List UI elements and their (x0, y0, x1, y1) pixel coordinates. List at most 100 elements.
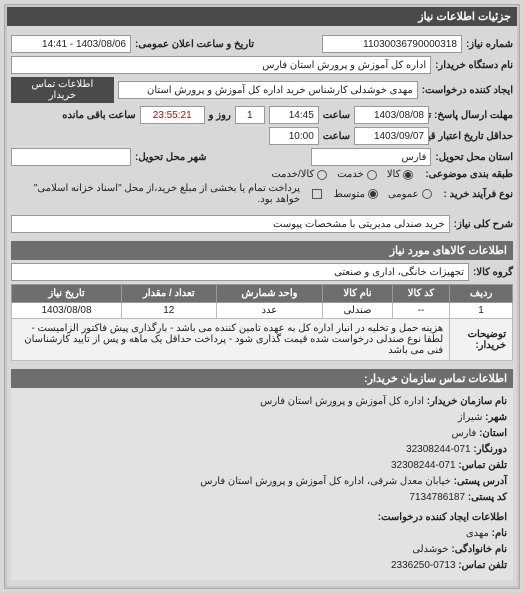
city-value (11, 148, 131, 166)
time-label-2: ساعت (323, 131, 350, 142)
notes-row: توضیحات خریدار: هزینه حمل و تخلیه در انب… (12, 319, 513, 361)
phone2-value: 0713-2336250 (391, 560, 456, 571)
cat-text-0: کالا (387, 169, 401, 180)
announce-label: تاریخ و ساعت اعلان عمومی: (135, 39, 254, 50)
phone2-label: تلفن تماس: (458, 560, 507, 571)
province-label: استان محل تحویل: (435, 152, 513, 163)
radio-icon (317, 170, 327, 180)
row-validity: حداقل تاریخ اعتبار قیمت: تا تاریخ: 1403/… (11, 127, 513, 145)
countdown-suffix: ساعت باقی مانده (62, 110, 135, 121)
process-note: پرداخت تمام یا بخشی از مبلغ خرید،از محل … (11, 183, 300, 205)
address-label: آدرس پستی: (454, 476, 507, 487)
address-value: خیابان معدل شرقی، اداره کل آموزش و پرورش… (200, 476, 451, 487)
buyer-label: نام دستگاه خریدار: (435, 60, 513, 71)
requester-value: مهدی خوشدلی کارشناس خرید اداره کل آموزش … (118, 81, 418, 99)
radio-icon (368, 189, 378, 199)
announce-value: 1403/08/06 - 14:41 (11, 35, 131, 53)
name-label: نام: (492, 528, 507, 539)
th-qty: تعداد / مقدار (122, 285, 216, 303)
cell-row: 1 (450, 303, 513, 319)
row-deadline: مهلت ارسال پاسخ: تا تاریخ: 1403/08/08 سا… (11, 106, 513, 124)
phone-label: تلفن تماس: (458, 460, 507, 471)
radio-icon (422, 189, 432, 199)
cat-text-2: کالا/خدمت (271, 169, 314, 180)
contact-button[interactable]: اطلاعات تماس خریدار (11, 77, 114, 103)
time-label-1: ساعت (323, 110, 350, 121)
process-label: نوع فرآیند خرید : (444, 189, 513, 200)
process-radio-group: عمومی متوسط (334, 189, 432, 200)
deadline-label: مهلت ارسال پاسخ: تا تاریخ: (433, 110, 513, 121)
c-province-value: فارس (451, 428, 476, 439)
window-title: جزئیات اطلاعات نیاز (7, 7, 517, 26)
postal-label: کد پستی: (468, 492, 507, 503)
table-row[interactable]: 1 -- صندلی عدد 12 1403/08/08 (12, 303, 513, 319)
notes-label-cell: توضیحات خریدار: (450, 319, 513, 361)
deadline-date: 1403/08/08 (354, 106, 429, 124)
treasury-checkbox[interactable] (312, 189, 321, 199)
valid-label: حداقل تاریخ اعتبار قیمت: تا تاریخ: (433, 131, 513, 142)
city-label: شهر محل تحویل: (135, 152, 207, 163)
process-option-0[interactable]: عمومی (388, 189, 432, 200)
radio-icon (403, 170, 413, 180)
row-buyer: نام دستگاه خریدار: اداره کل آموزش و پرور… (11, 56, 513, 74)
th-row: ردیف (450, 285, 513, 303)
category-radio-group: کالا خدمت کالا/خدمت (271, 169, 413, 180)
name-value: مهدی (466, 528, 489, 539)
c-province-label: استان: (479, 428, 507, 439)
desc-label: شرح کلی نیاز: (454, 219, 513, 230)
countdown: 23:55:21 (140, 106, 205, 124)
cell-name: صندلی (323, 303, 392, 319)
c-city-label: شهر: (485, 412, 507, 423)
family-label: نام خانوادگی: (451, 544, 507, 555)
org-label: نام سازمان خریدار: (427, 396, 507, 407)
valid-date: 1403/09/07 (354, 127, 429, 145)
cat-option-1[interactable]: خدمت (337, 169, 377, 180)
row-province: استان محل تحویل: فارس شهر محل تحویل: (11, 148, 513, 166)
cat-option-2[interactable]: کالا/خدمت (271, 169, 327, 180)
creator-title: اطلاعات ایجاد کننده درخواست: (378, 512, 507, 523)
row-group: گروه کالا: تجهیزات خانگی، اداری و صنعتی (11, 263, 513, 281)
radio-icon (367, 170, 377, 180)
process-text-0: عمومی (388, 189, 419, 200)
day-word: روز و (209, 110, 231, 121)
items-table: ردیف کد کالا نام کالا واحد شمارش تعداد /… (11, 284, 513, 361)
cell-date: 1403/08/08 (12, 303, 122, 319)
category-label: طبقه بندی موضوعی: (425, 169, 513, 180)
items-section-title: اطلاعات کالاهای مورد نیاز (11, 241, 513, 260)
th-code: کد کالا (392, 285, 449, 303)
th-name: نام کالا (323, 285, 392, 303)
days-left: 1 (235, 106, 265, 124)
fax-label: دورنگار: (473, 444, 507, 455)
deadline-time: 14:45 (269, 106, 319, 124)
th-unit: واحد شمارش (216, 285, 323, 303)
need-no-value: 11030036790000318 (322, 35, 462, 53)
row-requester: ایجاد کننده درخواست: مهدی خوشدلی کارشناس… (11, 77, 513, 103)
main-panel: جزئیات اطلاعات نیاز شماره نیاز: 11030036… (4, 4, 520, 589)
row-description: شرح کلی نیاز: خرید صندلی مدیریتی با مشخص… (11, 215, 513, 233)
cell-qty: 12 (122, 303, 216, 319)
fax-value: 071-32308244 (406, 444, 471, 455)
process-text-1: متوسط (334, 189, 365, 200)
province-value: فارس (311, 148, 431, 166)
group-label: گروه کالا: (473, 267, 513, 278)
cell-code: -- (392, 303, 449, 319)
postal-value: 7134786187 (409, 492, 465, 503)
th-date: تاریخ نیاز (12, 285, 122, 303)
requester-label: ایجاد کننده درخواست: (422, 85, 513, 96)
cat-option-0[interactable]: کالا (387, 169, 414, 180)
notes-text: هزینه حمل و تخلیه در انبار اداره کل به ع… (12, 319, 450, 361)
desc-value: خرید صندلی مدیریتی با مشخصات پیوست (11, 215, 450, 233)
c-city-value: شیراز (458, 412, 483, 423)
need-no-label: شماره نیاز: (466, 39, 513, 50)
contact-info: نام سازمان خریدار: اداره کل آموزش و پرور… (11, 388, 513, 580)
panel-body: شماره نیاز: 11030036790000318 تاریخ و سا… (7, 26, 517, 586)
process-option-1[interactable]: متوسط (334, 189, 378, 200)
row-process: نوع فرآیند خرید : عمومی متوسط پرداخت تما… (11, 183, 513, 205)
group-value: تجهیزات خانگی، اداری و صنعتی (11, 263, 469, 281)
phone-value: 071-32308244 (391, 460, 456, 471)
cat-text-1: خدمت (337, 169, 364, 180)
row-need-no: شماره نیاز: 11030036790000318 تاریخ و سا… (11, 35, 513, 53)
valid-time: 10:00 (269, 127, 319, 145)
table-head: ردیف کد کالا نام کالا واحد شمارش تعداد /… (12, 285, 513, 303)
contact-section-title: اطلاعات تماس سازمان خریدار: (11, 369, 513, 388)
